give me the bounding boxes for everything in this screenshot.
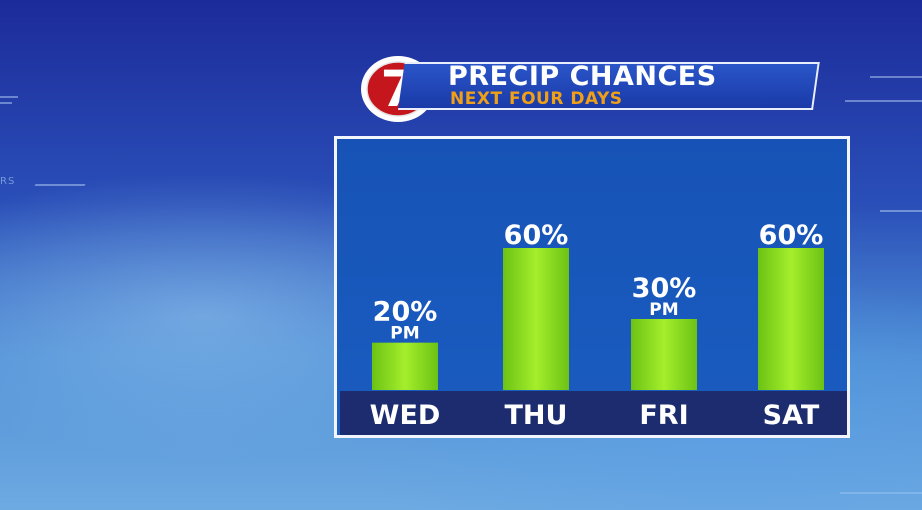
category-label: WED (370, 400, 441, 431)
bar-wed (372, 342, 438, 390)
day-band (340, 391, 847, 435)
bar-thu (503, 248, 569, 390)
bar-sublabel: PM (390, 324, 419, 344)
category-label: SAT (763, 400, 820, 431)
bar-value-label: 60% (759, 220, 824, 251)
background-decoration-line (0, 96, 18, 98)
category-label: THU (505, 400, 568, 431)
background-decoration-text: RS (0, 176, 16, 187)
bar-sublabel: PM (649, 300, 678, 320)
background-decoration-line (845, 100, 922, 102)
background-decoration-line (840, 492, 922, 494)
chart-subtitle: NEXT FOUR DAYS (450, 89, 623, 109)
background-decoration-line (870, 76, 922, 78)
bar-value-label: 30% (632, 273, 697, 304)
bar-value-label: 20% (373, 297, 438, 328)
bar-fri (631, 319, 697, 390)
background-decoration-line (0, 102, 12, 104)
chart-title: PRECIP CHANCES (448, 61, 717, 92)
bar-value-label: 60% (504, 220, 569, 251)
background-decoration-line (880, 210, 922, 212)
bar-sat (758, 248, 824, 390)
category-label: FRI (639, 400, 688, 431)
